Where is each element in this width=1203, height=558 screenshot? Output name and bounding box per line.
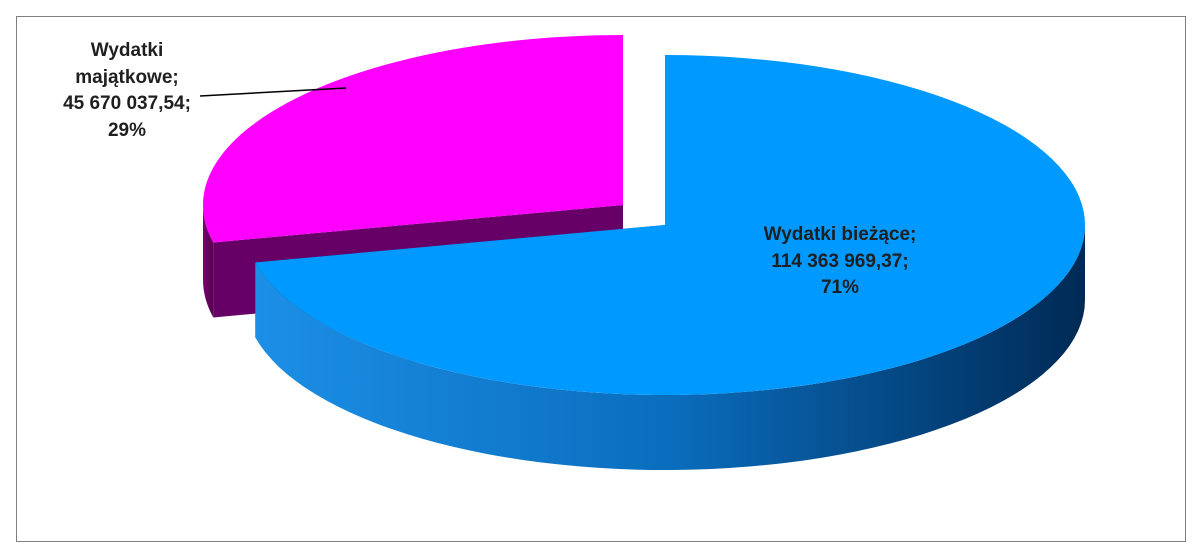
leader-line-majatkowe: [199, 87, 347, 97]
data-label-majatkowe: Wydatki majątkowe; 45 670 037,54; 29%: [32, 38, 222, 144]
pie-slice-majatkowe-top: [202, 35, 623, 243]
data-label-majatkowe-name-cont: majątkowe;: [75, 66, 179, 88]
data-label-majatkowe-name: Wydatki: [90, 40, 164, 61]
data-label-biezace-value: 114 363 969,37;: [771, 250, 909, 272]
data-label-majatkowe-percent: 29%: [107, 119, 147, 141]
pie-slice-majatkowe-side: [203, 205, 214, 318]
data-label-biezace-name: Wydatki bieżące;: [763, 224, 917, 245]
data-label-biezace: Wydatki bieżące; 114 363 969,37; 71%: [735, 222, 945, 302]
pie-slice-biezace: [255, 55, 1085, 471]
data-label-biezace-percent: 71%: [820, 277, 860, 299]
pie-slice-biezace-top: [255, 55, 1085, 395]
pie-slice-biezace-side: [255, 225, 1085, 471]
data-label-majatkowe-value: 45 670 037,54;: [63, 93, 191, 115]
